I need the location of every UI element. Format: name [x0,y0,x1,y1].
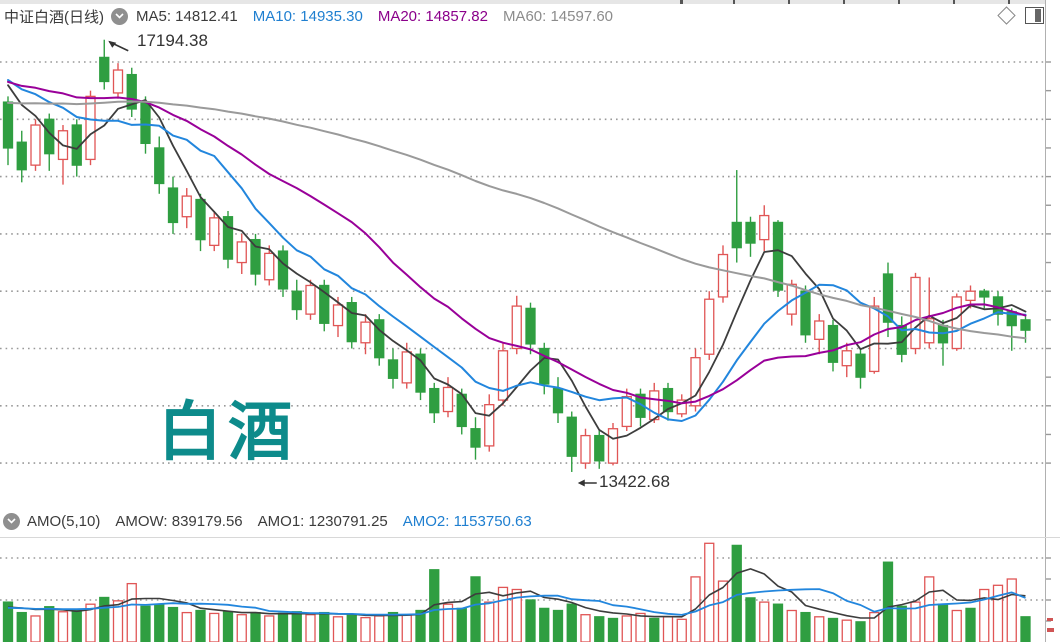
scroll-tick [1008,0,1010,4]
diamond-tool-icon[interactable] [997,6,1016,25]
scroll-tick [733,0,735,4]
amow-value: AMOW: 839179.56 [115,512,243,530]
scroll-tick [788,0,790,4]
high-price-annotation: 17194.38 [137,31,208,50]
ma60-legend: MA60: 14597.60 [502,7,614,25]
amo-name: AMO(5,10) [27,512,101,530]
ma5-legend: MA5: 14812.41 [136,7,238,25]
layout-panel-icon[interactable] [1025,7,1044,24]
symbol-title: 中证白酒(日线) [4,8,104,26]
amo2-value: AMO2: 1153750.63 [402,512,532,530]
watermark-text: 白酒 [158,396,298,468]
ma20-legend: MA20: 14857.82 [377,7,488,25]
low-price-annotation: 13422.68 [599,472,670,491]
amo-panel-header: AMO(5,10) AMOW: 839179.56 AMO1: 1230791.… [3,510,547,532]
scroll-tick [680,0,683,4]
scroll-tick [843,0,845,4]
amo1-value: AMO1: 1230791.25 [257,512,388,530]
scroll-tick [953,0,955,4]
ma10-legend: MA10: 14935.30 [252,7,363,25]
main-chart-header: 中证白酒(日线) MA5: 14812.41 MA10: 14935.30 MA… [4,5,628,27]
scroll-tick [898,0,900,4]
header-tools [997,6,1044,25]
top-scroll-strip[interactable] [0,0,1045,4]
collapse-chevron-icon[interactable] [111,7,128,25]
collapse-chevron-icon[interactable] [3,512,20,530]
